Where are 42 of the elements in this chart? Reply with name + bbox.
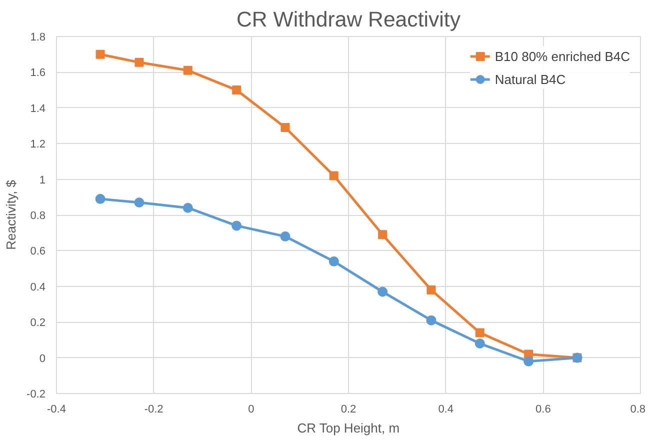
legend-label: B10 80% enriched B4C: [494, 48, 630, 64]
point: [426, 315, 436, 326]
y-axis-title: Reactivity, $: [4, 179, 19, 250]
point: [524, 356, 534, 366]
point: [232, 86, 242, 95]
point: [182, 202, 193, 213]
y-tick-label: 0.6: [30, 246, 46, 258]
y-tick-label: 1.4: [30, 102, 46, 115]
y-tick-label: 1.6: [30, 67, 46, 80]
y-tick-label: 0.2: [30, 317, 46, 330]
point: [232, 220, 242, 231]
x-tick-label: 0.6: [536, 404, 551, 416]
point: [280, 231, 290, 242]
x-tick-label: -0.4: [47, 404, 66, 416]
point: [134, 198, 144, 208]
chart-title: CR Withdraw Reactivity: [236, 8, 461, 32]
point: [378, 286, 388, 297]
y-tick-label: 1.8: [30, 32, 46, 44]
y-tick-label: 0.8: [30, 210, 46, 222]
point: [474, 338, 485, 349]
point: [134, 58, 144, 67]
x-tick-label: 0.2: [340, 404, 356, 416]
y-tick-label: -0.2: [26, 388, 46, 400]
point: [95, 194, 106, 204]
point: [96, 50, 105, 59]
x-tick-label: 0: [248, 404, 254, 416]
point: [475, 328, 484, 338]
y-tick-label: 1: [39, 174, 46, 186]
x-tick-label: 0.4: [438, 404, 454, 416]
y-tick-label: 0: [39, 352, 46, 365]
x-axis-title: CR Top Height, m: [297, 420, 400, 436]
point: [329, 171, 338, 180]
legend-label: Natural B4C: [494, 72, 566, 86]
point: [378, 230, 388, 240]
point: [426, 285, 436, 294]
point: [280, 123, 290, 132]
x-tick-label: 0.8: [630, 404, 646, 416]
y-tick-label: 0.4: [30, 281, 46, 294]
point: [183, 66, 192, 75]
x-tick-label: -0.2: [144, 404, 164, 416]
point: [328, 256, 339, 266]
y-tick-label: 1.2: [30, 138, 46, 151]
